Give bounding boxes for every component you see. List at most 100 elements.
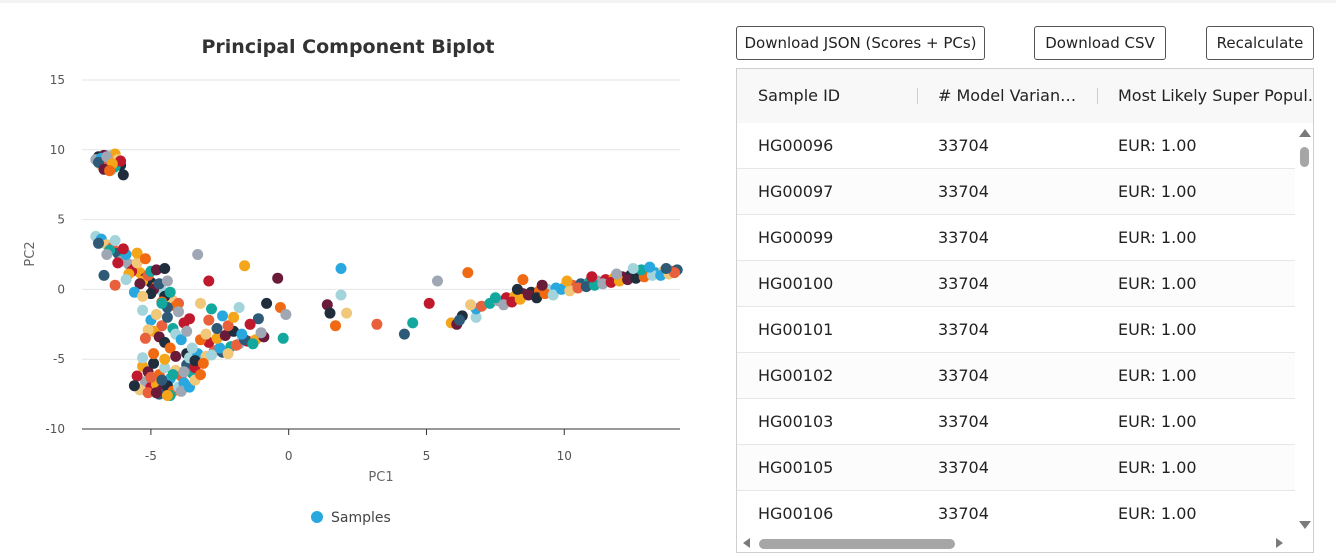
- data-point[interactable]: [630, 272, 642, 284]
- data-point[interactable]: [101, 249, 113, 260]
- data-point[interactable]: [112, 257, 124, 269]
- data-point[interactable]: [219, 330, 231, 341]
- data-point[interactable]: [173, 306, 184, 318]
- data-point[interactable]: [247, 338, 259, 350]
- data-point[interactable]: [200, 328, 212, 340]
- data-point[interactable]: [335, 289, 347, 301]
- data-point[interactable]: [531, 292, 543, 304]
- data-point[interactable]: [261, 297, 273, 309]
- data-point[interactable]: [580, 281, 592, 293]
- data-point[interactable]: [324, 307, 336, 319]
- data-point[interactable]: [611, 268, 623, 280]
- column-header-model-variants[interactable]: # Model Variants…: [938, 86, 1080, 105]
- data-point[interactable]: [139, 253, 151, 265]
- data-point[interactable]: [117, 243, 129, 255]
- data-point[interactable]: [159, 263, 171, 274]
- data-point[interactable]: [159, 353, 171, 365]
- download-csv-button[interactable]: Download CSV: [1034, 26, 1166, 60]
- scroll-up-arrow-icon[interactable]: [1299, 129, 1311, 137]
- data-point[interactable]: [536, 279, 548, 291]
- data-point[interactable]: [131, 247, 143, 259]
- data-point[interactable]: [170, 350, 182, 362]
- data-point[interactable]: [139, 332, 151, 344]
- download-json-button[interactable]: Download JSON (Scores + PCs): [736, 26, 985, 60]
- data-point[interactable]: [252, 313, 264, 325]
- table-row[interactable]: HG00106 33704 EUR: 1.00: [737, 491, 1295, 533]
- scroll-down-arrow-icon[interactable]: [1299, 521, 1311, 529]
- data-point[interactable]: [115, 155, 127, 167]
- data-point[interactable]: [137, 290, 149, 302]
- data-point[interactable]: [371, 318, 383, 330]
- data-point[interactable]: [277, 332, 289, 344]
- data-point[interactable]: [145, 288, 157, 300]
- data-point[interactable]: [137, 352, 149, 364]
- table-row[interactable]: HG00099 33704 EUR: 1.00: [737, 215, 1295, 261]
- data-point[interactable]: [230, 339, 242, 351]
- table-row[interactable]: HG00103 33704 EUR: 1.00: [737, 399, 1295, 445]
- table-row[interactable]: HG00096 33704 EUR: 1.00: [737, 123, 1295, 169]
- data-point[interactable]: [586, 271, 598, 283]
- table-row[interactable]: HG00102 33704 EUR: 1.00: [737, 353, 1295, 399]
- data-point[interactable]: [236, 328, 248, 340]
- data-point[interactable]: [476, 300, 488, 312]
- data-point[interactable]: [142, 324, 154, 336]
- data-point[interactable]: [178, 366, 190, 378]
- data-point[interactable]: [145, 371, 157, 383]
- data-point[interactable]: [635, 264, 647, 276]
- scroll-right-arrow-icon[interactable]: [1276, 538, 1283, 548]
- data-point[interactable]: [514, 293, 526, 305]
- table-row[interactable]: HG00100 33704 EUR: 1.00: [737, 261, 1295, 307]
- data-point[interactable]: [465, 299, 477, 311]
- data-point[interactable]: [197, 357, 209, 369]
- data-point[interactable]: [167, 369, 179, 381]
- data-point[interactable]: [148, 348, 160, 360]
- data-point[interactable]: [142, 387, 154, 399]
- data-point[interactable]: [117, 169, 129, 181]
- horizontal-scrollbar[interactable]: [737, 533, 1295, 552]
- data-point[interactable]: [222, 320, 234, 332]
- data-point[interactable]: [161, 390, 173, 401]
- scroll-left-arrow-icon[interactable]: [743, 538, 750, 548]
- data-point[interactable]: [330, 320, 341, 332]
- data-point[interactable]: [539, 288, 551, 300]
- data-point[interactable]: [669, 267, 680, 279]
- data-point[interactable]: [206, 303, 217, 315]
- data-point[interactable]: [561, 275, 573, 287]
- data-point[interactable]: [128, 380, 140, 392]
- data-point[interactable]: [498, 299, 510, 311]
- data-point[interactable]: [462, 267, 474, 279]
- data-point[interactable]: [572, 282, 584, 294]
- data-point[interactable]: [646, 269, 658, 281]
- data-point[interactable]: [150, 387, 162, 399]
- data-point[interactable]: [280, 309, 292, 320]
- data-point[interactable]: [161, 275, 173, 287]
- data-point[interactable]: [511, 283, 523, 295]
- data-point[interactable]: [228, 311, 240, 323]
- column-separator[interactable]: [917, 88, 918, 104]
- data-point[interactable]: [398, 328, 410, 340]
- data-point[interactable]: [335, 263, 347, 274]
- data-point[interactable]: [506, 296, 518, 308]
- data-point[interactable]: [423, 297, 435, 309]
- column-header-sample-id[interactable]: Sample ID: [758, 86, 841, 105]
- column-separator[interactable]: [1097, 88, 1098, 104]
- data-point[interactable]: [203, 275, 215, 287]
- data-point[interactable]: [206, 349, 217, 361]
- data-point[interactable]: [156, 374, 168, 386]
- data-point[interactable]: [150, 309, 162, 320]
- data-point[interactable]: [222, 348, 234, 360]
- data-point[interactable]: [134, 278, 146, 290]
- data-point[interactable]: [605, 276, 617, 288]
- data-point[interactable]: [137, 304, 149, 316]
- data-point[interactable]: [244, 318, 256, 330]
- data-point[interactable]: [644, 261, 656, 273]
- data-point[interactable]: [120, 274, 132, 286]
- data-point[interactable]: [150, 264, 162, 276]
- data-point[interactable]: [164, 286, 176, 298]
- data-point[interactable]: [211, 332, 223, 344]
- data-point[interactable]: [93, 237, 104, 249]
- data-point[interactable]: [181, 325, 193, 337]
- data-point[interactable]: [454, 314, 465, 326]
- data-point[interactable]: [517, 274, 529, 286]
- data-point[interactable]: [203, 336, 215, 348]
